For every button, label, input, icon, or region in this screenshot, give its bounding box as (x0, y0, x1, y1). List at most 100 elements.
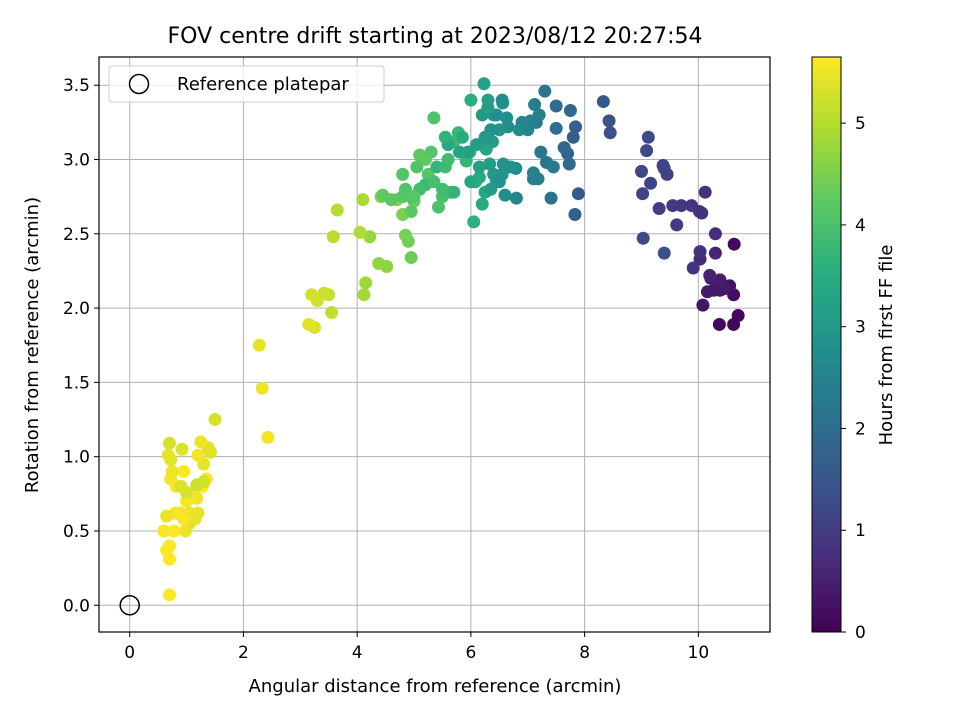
data-point (455, 130, 469, 144)
data-point (731, 309, 745, 323)
data-point (657, 246, 671, 260)
data-point (657, 161, 671, 175)
data-point (194, 435, 208, 449)
data-point (636, 187, 650, 201)
data-point (177, 465, 191, 479)
colorbar-label: Hours from first FF file (876, 245, 897, 446)
data-point (372, 257, 386, 271)
data-point (167, 524, 181, 538)
data-point (696, 298, 710, 312)
data-point (305, 288, 319, 302)
data-point (644, 176, 658, 190)
data-point (566, 130, 580, 144)
data-point (569, 120, 583, 134)
data-point (163, 436, 177, 450)
data-point (404, 251, 418, 265)
data-point (191, 448, 205, 462)
data-point (498, 188, 512, 202)
data-point (549, 99, 563, 113)
data-point (602, 114, 616, 128)
data-point (464, 175, 478, 189)
data-point (208, 413, 222, 427)
data-point (484, 182, 498, 196)
x-tick-label: 10 (688, 643, 710, 663)
colorbar-tick-label: 1 (855, 521, 866, 541)
data-point (481, 101, 495, 115)
data-point (571, 187, 585, 201)
y-tick-label: 3.0 (63, 151, 90, 171)
data-point (410, 160, 424, 174)
data-point (435, 182, 449, 196)
data-point (568, 207, 582, 221)
data-point (464, 93, 478, 107)
x-tick-label: 6 (465, 643, 476, 663)
data-point (177, 512, 191, 526)
colorbar-tick-label: 3 (855, 318, 866, 338)
data-point (489, 108, 503, 122)
colorbar-tick-label: 5 (855, 114, 866, 134)
data-point (727, 237, 741, 251)
data-point (413, 148, 427, 162)
data-point (538, 84, 552, 98)
data-point (475, 197, 489, 211)
reference-marker (119, 595, 140, 616)
x-axis-label: Angular distance from reference (arcmin) (249, 676, 622, 697)
x-tick-label: 4 (352, 643, 363, 663)
data-point (698, 185, 712, 199)
data-point (472, 160, 486, 174)
legend-entry-label: Reference platepar (177, 74, 349, 95)
data-point (398, 228, 412, 242)
data-point (175, 442, 189, 456)
data-point (396, 190, 410, 204)
data-point (467, 215, 481, 229)
data-point (557, 141, 571, 155)
data-point (640, 144, 654, 158)
data-point (161, 448, 175, 462)
data-point (160, 509, 174, 523)
data-point (353, 225, 367, 239)
data-point (666, 199, 680, 213)
data-point (700, 285, 714, 299)
data-point (163, 588, 177, 602)
data-point (453, 145, 467, 159)
legend-box (108, 65, 385, 103)
data-point (708, 227, 722, 241)
data-point (634, 164, 648, 178)
data-point (509, 191, 523, 205)
data-point (261, 430, 275, 444)
y-tick-label: 1.5 (63, 373, 90, 393)
data-point (180, 494, 194, 508)
data-point (703, 268, 717, 282)
data-points (157, 77, 745, 602)
data-point (521, 123, 535, 137)
data-point (603, 126, 617, 140)
data-point (492, 175, 506, 189)
data-point (470, 138, 484, 152)
data-point (438, 160, 452, 174)
colorbar-gradient (811, 56, 842, 633)
data-point (431, 200, 445, 214)
y-tick-label: 0.5 (63, 522, 90, 542)
data-point (326, 230, 340, 244)
plot-frame (98, 56, 771, 633)
data-point (708, 246, 722, 260)
y-tick-label: 2.0 (63, 299, 90, 319)
x-tick-label: 8 (579, 643, 590, 663)
data-point (549, 121, 563, 135)
x-tick-label: 0 (124, 643, 135, 663)
data-point (528, 98, 542, 112)
data-point (255, 381, 269, 395)
legend-marker-circle (128, 73, 150, 95)
data-point (652, 202, 666, 216)
data-point (712, 317, 726, 331)
data-point (534, 145, 548, 159)
x-axis-ticks: 0 2 4 6 8 10 (124, 632, 709, 663)
data-point (356, 193, 370, 207)
y-tick-label: 0.0 (63, 596, 90, 616)
data-point (483, 157, 497, 171)
data-point (178, 524, 192, 538)
data-point (500, 111, 514, 125)
data-point (544, 191, 558, 205)
gridlines (99, 57, 770, 632)
